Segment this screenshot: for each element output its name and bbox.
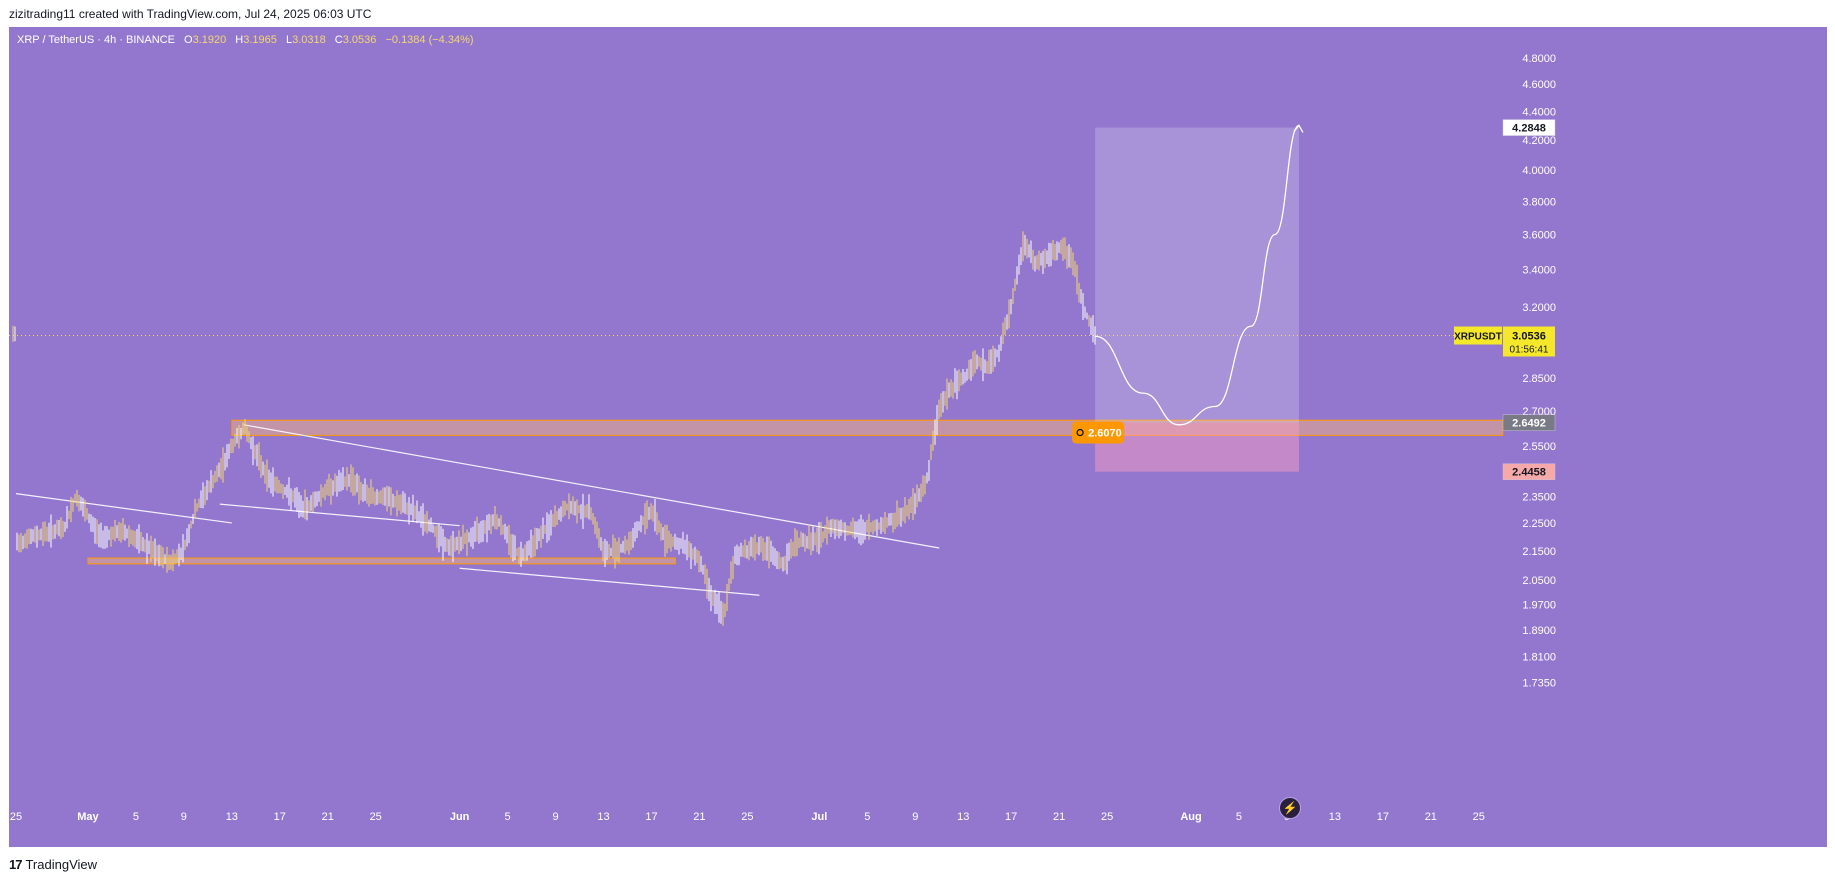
projection-arrowhead [1293, 124, 1304, 133]
x-axis-tick-label: 21 [1425, 811, 1437, 823]
y-axis-tick-label: 3.2000 [1522, 302, 1556, 314]
x-axis-tick-label: 13 [597, 811, 609, 823]
candles-group [12, 231, 1096, 626]
price-label-text-entry: 2.6492 [1512, 418, 1546, 430]
y-axis-tick-label: 4.6000 [1522, 79, 1556, 91]
upper-supply-zone [231, 419, 1504, 436]
alert-marker-label: 2.6070 [1088, 428, 1122, 440]
lower-support-zone [87, 557, 676, 565]
x-axis-tick-label: Jul [811, 811, 827, 823]
trendline [219, 503, 460, 527]
alert-marker-icon [1076, 428, 1084, 437]
x-axis-tick-label: 25 [370, 811, 382, 823]
y-axis-tick-label: 1.8100 [1522, 652, 1556, 664]
x-axis-tick-label: 13 [957, 811, 969, 823]
x-axis-tick-label: 13 [226, 811, 238, 823]
y-axis-tick-label: 4.4000 [1522, 106, 1556, 118]
x-axis-tick-label: 5 [864, 811, 870, 823]
x-axis-tick-label: Aug [1180, 811, 1201, 823]
y-axis-tick-label: 2.8500 [1522, 373, 1556, 385]
price-label-stop [1502, 463, 1556, 480]
x-axis-tick-label: 17 [1005, 811, 1017, 823]
x-axis-tick-label: 9 [181, 811, 187, 823]
current-price-tag [1503, 326, 1555, 357]
x-axis-tick-label: 25 [1101, 811, 1113, 823]
x-axis-tick-label: 17 [274, 811, 286, 823]
y-axis-tick-label: 2.3500 [1522, 491, 1556, 503]
x-axis-tick-label: May [77, 811, 99, 823]
close-label: C [334, 34, 343, 46]
x-axis-tick-label: 17 [1377, 811, 1389, 823]
current-price-value: 3.0536 [1512, 331, 1546, 343]
y-axis-tick-label: 2.0500 [1522, 575, 1556, 587]
price-label-text-stop: 2.4458 [1512, 467, 1546, 479]
y-axis-tick-label: 4.0000 [1522, 165, 1556, 177]
y-axis-tick-label: 3.8000 [1522, 196, 1556, 208]
low-label: L [285, 34, 293, 46]
y-axis-tick-label: 4.8000 [1522, 53, 1556, 65]
x-axis-tick-label: Jun [450, 811, 470, 823]
x-axis-tick-label: 25 [1473, 811, 1485, 823]
trendline [15, 493, 232, 524]
symbol-title[interactable]: XRP / TetherUS · 4h · BINANCE [17, 34, 175, 46]
tradingview-brand-label: TradingView [25, 857, 98, 872]
x-axis-tick-label: 13 [1329, 811, 1341, 823]
y-axis-tick-label: 1.7350 [1522, 677, 1556, 689]
x-axis-tick-label: 5 [505, 811, 511, 823]
x-axis-tick-label: 9 [912, 811, 918, 823]
x-axis-tick-label: 21 [1053, 811, 1065, 823]
x-axis-tick-label: 25 [741, 811, 753, 823]
y-axis-tick-label: 1.9700 [1522, 600, 1556, 612]
open-label: O [184, 34, 193, 46]
change-value: −0.1384 (−4.34%) [385, 34, 474, 46]
trendline [243, 424, 940, 549]
x-axis-tick-label: 9 [552, 811, 558, 823]
stop-loss-zone [1095, 422, 1299, 472]
symbol-legend: XRP / TetherUS · 4h · BINANCE O3.1920 H3… [17, 34, 474, 46]
price-label-entry [1502, 414, 1556, 431]
low-value: 3.0318 [292, 34, 326, 46]
price-label-target [1502, 119, 1556, 136]
lightning-icon[interactable]: ⚡ [1279, 797, 1301, 819]
bar-countdown-value: 01:56:41 [1510, 345, 1549, 356]
y-axis-tick-label: 3.4000 [1522, 265, 1556, 277]
high-label: H [235, 34, 244, 46]
price-label-text-target: 4.2848 [1512, 123, 1546, 135]
x-axis-tick-label: 21 [693, 811, 705, 823]
projection-curve [1095, 124, 1300, 426]
close-value: 3.0536 [342, 34, 377, 46]
target-profit-zone [1095, 127, 1299, 423]
chart-pane[interactable]: 4.8000 4.6000 4.4000 4.2000 4.0000 3.8000 3.60… [9, 27, 1827, 847]
x-axis-tick-label: 25 [10, 811, 22, 823]
x-axis-tick-label: 21 [322, 811, 334, 823]
current-symbol-tag [1454, 326, 1502, 345]
chart-credit-header: zizitrading11 created with TradingView.c… [9, 7, 372, 21]
current-symbol-tag-label: XRPUSDT [1454, 332, 1502, 343]
high-value: 3.1965 [243, 34, 277, 46]
y-axis-tick-label: 2.2500 [1522, 518, 1556, 530]
y-axis-tick-label: 4.2000 [1522, 135, 1556, 147]
y-axis-tick-label: 3.6000 [1522, 229, 1556, 241]
x-axis-tick-label: 17 [645, 811, 657, 823]
x-axis-tick-label: 5 [133, 811, 139, 823]
y-axis-tick-label: 2.5500 [1522, 441, 1556, 453]
alert-marker-badge [1072, 421, 1125, 444]
tradingview-footer[interactable]: 17 TradingView [9, 857, 97, 872]
y-axis-tick-label: 2.1500 [1522, 546, 1556, 558]
trendline [459, 567, 760, 596]
y-axis-tick-label: 1.8900 [1522, 625, 1556, 637]
tradingview-logo-icon: 17 [9, 857, 23, 872]
price-chart-svg[interactable]: 4.8000 4.6000 4.4000 4.2000 4.0000 3.8000 3.60… [9, 27, 1827, 847]
x-axis-tick-label: 5 [1236, 811, 1242, 823]
open-value: 3.1920 [192, 34, 227, 46]
